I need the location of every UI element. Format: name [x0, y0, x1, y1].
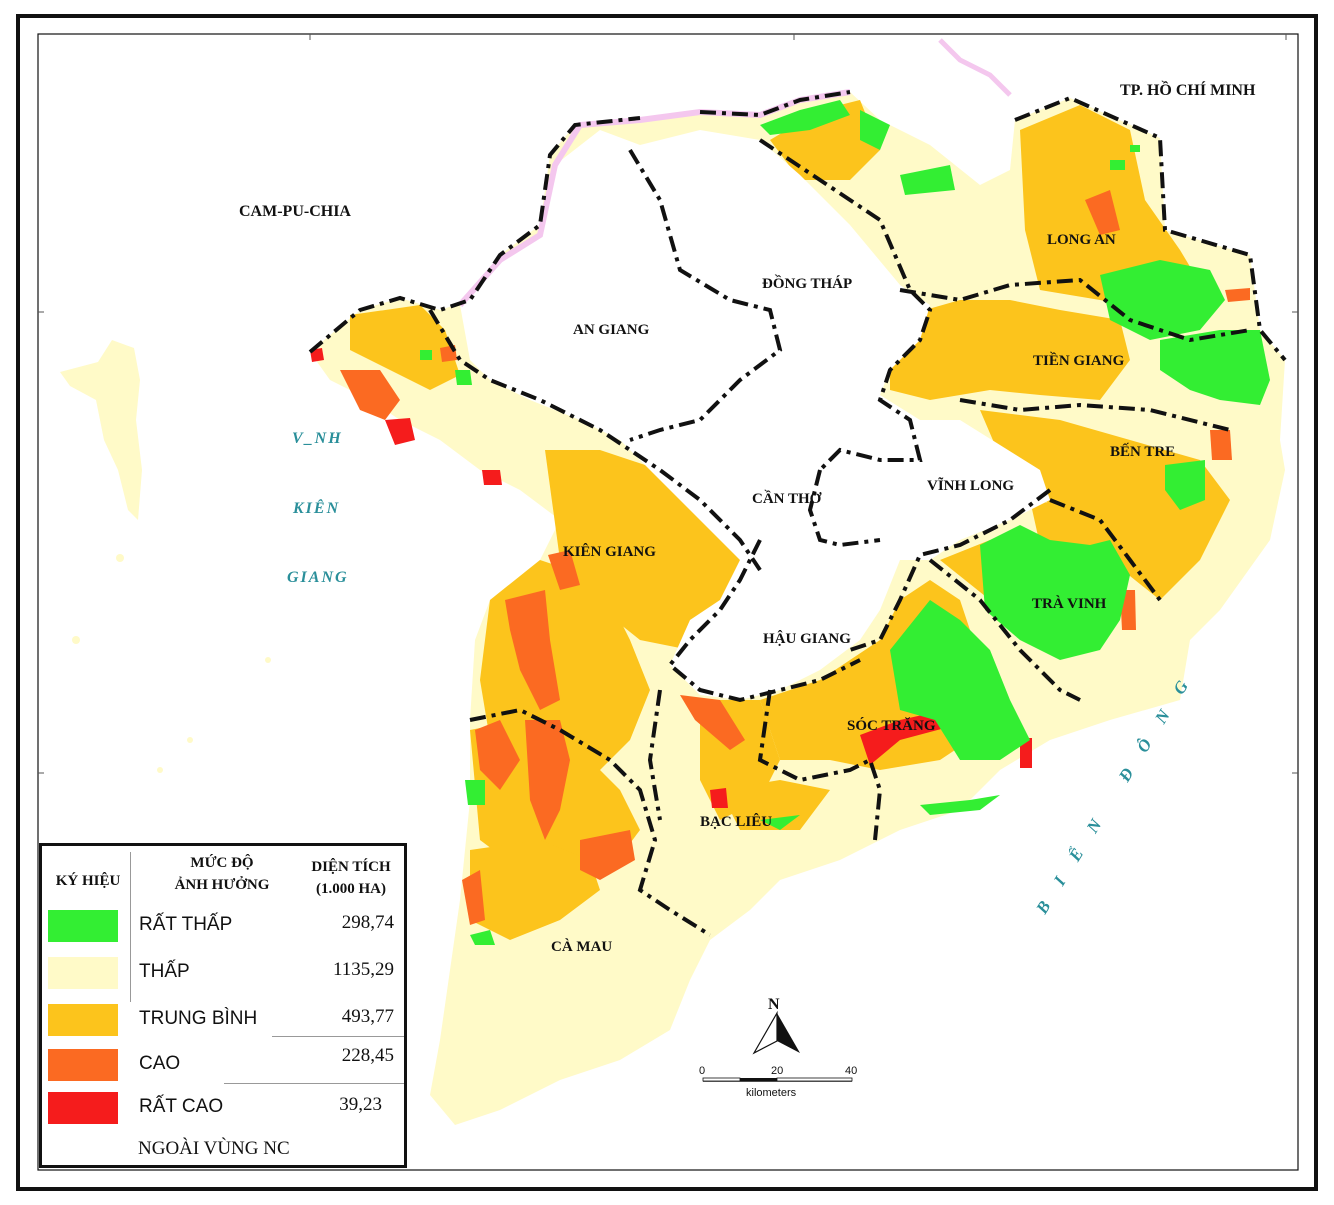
legend-label-medium: TRUNG BÌNH	[139, 1008, 258, 1029]
legend-label-low: THẤP	[139, 961, 190, 982]
legend-row-very-low: RẤT THẤP 298,74	[42, 904, 404, 948]
legend-col-level-2: ẢNH HƯỞNG	[174, 877, 270, 893]
legend-divider-vertical	[130, 852, 131, 1002]
scale-bar: 0 20 40 kilometers	[699, 1065, 857, 1099]
north-arrow-label: N	[768, 996, 780, 1013]
label-can-tho: CẦN THƠ	[752, 490, 822, 507]
label-tien-giang: TIỀN GIANG	[1033, 352, 1125, 369]
label-hau-giang: HẬU GIANG	[763, 630, 851, 647]
scale-tick-0: 0	[699, 1065, 705, 1077]
legend-swatch-low	[48, 957, 118, 989]
cambodia-border-tint-2	[938, 38, 1012, 97]
legend-value-high: 228,45	[341, 1045, 394, 1066]
outer-frame	[16, 14, 1318, 1191]
legend-swatch-medium	[48, 1004, 118, 1036]
legend-divider-h1	[272, 1036, 404, 1037]
legend-value-very-high: 39,23	[339, 1094, 382, 1115]
label-vinh-long: VĨNH LONG	[927, 476, 1014, 494]
legend-row-very-high: RẤT CAO 39,23	[42, 1086, 404, 1130]
legend-row-medium: TRUNG BÌNH 493,77	[42, 998, 404, 1042]
small-islands	[72, 554, 271, 773]
high-impact-zones	[340, 190, 1250, 925]
legend-value-very-low: 298,74	[341, 912, 394, 933]
legend-value-low: 1135,29	[332, 959, 394, 980]
legend-outside-study: NGOÀI VÙNG NC	[138, 1138, 290, 1159]
legend-label-high: CAO	[139, 1053, 181, 1074]
legend-divider-h2	[224, 1083, 404, 1084]
north-arrow-left	[752, 1010, 778, 1055]
scale-unit: kilometers	[746, 1087, 797, 1099]
label-ben-tre: BẾN TRE	[1110, 443, 1175, 460]
phu-quoc-island	[60, 340, 142, 520]
legend-label-very-low: RẤT THẤP	[139, 914, 233, 935]
label-gulf-line2: KIÊN	[292, 498, 340, 517]
label-an-giang: AN GIANG	[573, 322, 650, 338]
legend-swatch-very-high	[48, 1092, 118, 1124]
legend: KÝ HIỆU MỨC ĐỘ ẢNH HƯỞNG DIỆN TÍCH (1.00…	[39, 843, 407, 1168]
label-gulf-line3: GIANG	[287, 569, 349, 586]
label-cambodia: CAM-PU-CHIA	[239, 203, 351, 220]
legend-col-area-1: DIỆN TÍCH	[311, 859, 391, 875]
legend-value-medium: 493,77	[341, 1006, 394, 1027]
outside-study-area	[460, 130, 1050, 700]
scale-tick-40: 40	[845, 1065, 857, 1077]
label-tra-vinh: TRÀ VINH	[1032, 595, 1107, 612]
legend-swatch-high	[48, 1049, 118, 1081]
grid-ticks	[38, 34, 1298, 774]
legend-label-very-high: RẤT CAO	[139, 1096, 224, 1117]
north-arrow: N	[752, 996, 800, 1055]
legend-col-area-2: (1.000 HA)	[316, 881, 386, 897]
legend-col-symbol: KÝ HIỆU	[55, 873, 121, 889]
north-arrow-right	[777, 1013, 800, 1053]
legend-swatch-very-low	[48, 910, 118, 942]
label-hcmc: TP. HỒ CHÍ MINH	[1120, 79, 1256, 99]
legend-col-level-1: MỨC ĐỘ	[190, 855, 254, 871]
label-dong-thap: ĐỒNG THÁP	[762, 274, 852, 292]
province-boundaries	[308, 90, 1287, 937]
scale-tick-20: 20	[771, 1065, 783, 1077]
label-soc-trang: SÓC TRĂNG	[847, 717, 936, 734]
label-long-an: LONG AN	[1047, 232, 1116, 248]
legend-row-high: CAO 228,45	[42, 1043, 404, 1087]
label-bac-lieu: BẠC LIÊU	[700, 813, 772, 830]
label-kien-giang: KIÊN GIANG	[563, 543, 656, 560]
inner-frame	[37, 33, 1299, 1171]
label-ca-mau: CÀ MAU	[551, 938, 612, 955]
label-gulf-line1: V_NH	[292, 430, 343, 447]
legend-row-low: THẤP 1135,29	[42, 951, 404, 995]
